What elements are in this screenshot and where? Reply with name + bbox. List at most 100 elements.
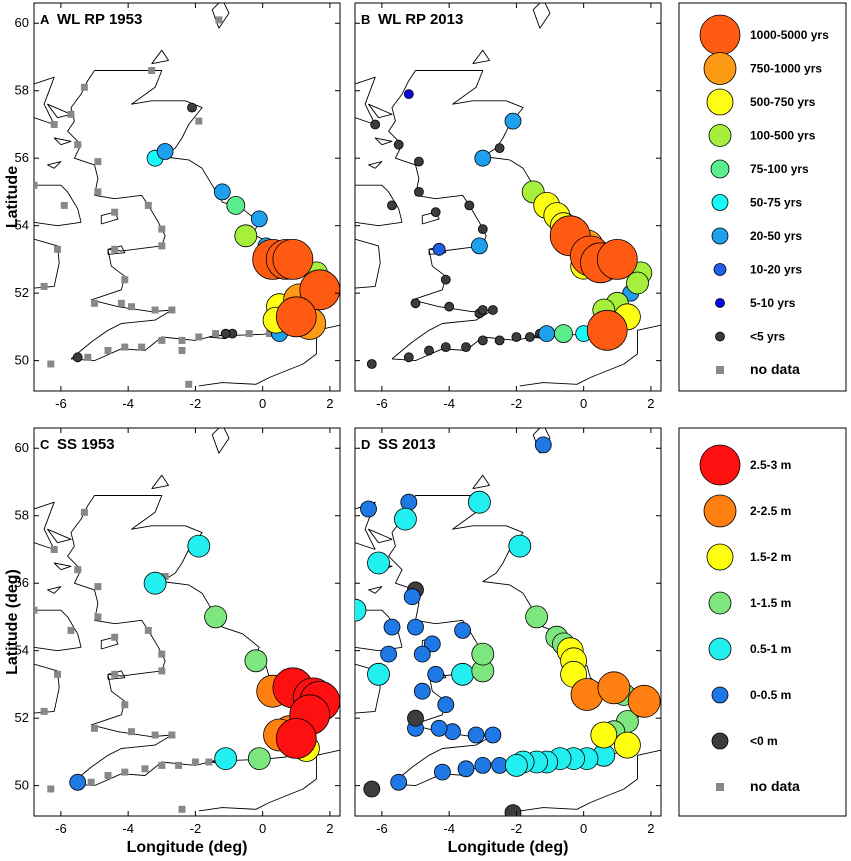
panel-d: D SS 2013 -6 -4 -2 0 2 — [354, 427, 662, 836]
panel-c-coastline-path — [211, 428, 230, 454]
panel-c-point — [204, 605, 228, 629]
panel-d-point — [363, 780, 381, 798]
panel-d-xtick-label: 2 — [647, 821, 654, 836]
panel-a-point — [215, 16, 223, 24]
panel-a-point — [195, 117, 203, 125]
legend-water-level-item-label: 1000-5000 yrs — [750, 28, 829, 42]
panel-c-ylabel: Latitude (deg) — [4, 569, 21, 675]
panel-d-point — [355, 598, 367, 622]
panel-d-point — [433, 763, 451, 781]
legend-water-level-item-swatch — [713, 263, 727, 276]
panel-a-coastline-path — [211, 3, 230, 29]
panel-a: A WL RP 1953 -6 -4 -2 0 2 50 52 54 56 58 60 — [15, 2, 341, 411]
panel-a-point — [111, 208, 119, 216]
panel-b-point — [494, 335, 505, 346]
legend-water-level-item-swatch — [715, 298, 725, 308]
panel-a-ytick-label: 60 — [15, 15, 29, 30]
panel-b-point — [461, 342, 471, 353]
panel-d-point — [597, 671, 631, 705]
panel-a-point — [265, 330, 273, 338]
panel-a-ytick-label: 54 — [15, 218, 29, 233]
legend-surge-item-swatch — [711, 686, 729, 704]
panel-a-point — [151, 306, 159, 314]
panel-b-point — [403, 89, 414, 99]
panel-c-point — [175, 761, 183, 769]
panel-d-point — [471, 642, 495, 666]
legend-surge-item-label: no data — [750, 778, 800, 794]
panel-c-ytick-label: 50 — [15, 778, 29, 793]
panel-a-point — [299, 269, 340, 311]
panel-d-point — [467, 726, 485, 744]
panel-c-ytick-label: 56 — [15, 575, 29, 590]
panel-d-point — [403, 588, 421, 606]
panel-c-coastline-path — [34, 501, 55, 550]
panel-c-point — [214, 747, 238, 770]
panel-a-ytick-label: 52 — [15, 285, 29, 300]
panel-d-point — [383, 618, 401, 636]
panel-b-point — [504, 112, 522, 130]
panel-c-coastline-path — [53, 562, 72, 571]
panel-d-point — [467, 490, 491, 514]
panel-d-point — [367, 662, 390, 686]
panel-a-xtick-label: -6 — [55, 396, 67, 411]
panel-a-ytick-label: 56 — [15, 150, 29, 165]
panel-c-point — [187, 534, 211, 558]
panel-d-point — [484, 726, 502, 744]
panel-a-point — [138, 343, 146, 351]
panel-d-xtick-label: 0 — [580, 821, 587, 836]
panel-d-point — [413, 682, 431, 700]
panel-c-title: SS 1953 — [57, 436, 115, 453]
panel-a-point — [104, 347, 112, 354]
panel-a-point — [91, 299, 98, 307]
panel-d-point — [525, 605, 548, 629]
panel-d-point — [380, 645, 398, 663]
panel-c-point — [161, 573, 169, 580]
panel-b-point — [393, 139, 404, 150]
panel-c-point — [74, 566, 82, 574]
legend-water-level-item-label: 100-500 yrs — [750, 129, 816, 143]
panel-a-point — [60, 201, 68, 209]
panel-b-point — [477, 224, 488, 235]
panel-a-point — [250, 210, 268, 228]
panel-a-xtick-label: -4 — [122, 396, 134, 411]
panel-a-points — [34, 16, 340, 388]
panel-c-point — [143, 571, 167, 595]
panel-d-point — [457, 760, 475, 778]
panel-d-point — [627, 684, 661, 718]
panel-c-coastline-path — [47, 528, 72, 544]
panel-a-point — [121, 343, 129, 351]
panel-a-ylabel: Latitude — [4, 166, 21, 228]
panel-b-point — [477, 305, 488, 315]
panel-c-xlabel: Longitude (deg) — [127, 839, 248, 856]
panel-a-coastline-path — [47, 103, 72, 119]
panel-b-point — [626, 271, 649, 295]
legend-water-level-item-swatch — [711, 227, 729, 245]
panel-c-point — [54, 670, 61, 678]
panel-d-coastline-path — [368, 586, 383, 594]
panel-b-point — [474, 149, 492, 167]
panel-d-point — [614, 731, 641, 759]
panel-c-point — [158, 650, 166, 658]
panel-b-point — [430, 207, 441, 218]
panel-c-point — [111, 670, 119, 678]
legend-surge-frame — [678, 427, 847, 817]
panel-c-ytick-label: 54 — [15, 643, 29, 658]
panel-a-point — [245, 330, 253, 338]
legend-surge-item-swatch — [716, 783, 724, 791]
panel-d-point — [451, 662, 475, 686]
legend-surge-item-swatch — [708, 591, 732, 615]
panel-c-ytick-label: 52 — [15, 710, 29, 725]
legend-surge: 2.5-3 m 2-2.5 m 1.5-2 m 1-1.5 m 0.5-1 m 0-0.5… — [678, 427, 847, 817]
panel-b-coastline-path — [519, 324, 661, 387]
panel-b-xtick-label: -2 — [511, 396, 523, 411]
panel-b-xtick-label: -4 — [443, 396, 455, 411]
panel-d-coastline-path — [472, 474, 490, 490]
legend-water-level-item-swatch — [710, 159, 730, 179]
panel-c-point — [111, 633, 119, 641]
panel-d-point — [407, 618, 424, 636]
panel-a-point — [117, 299, 125, 307]
legend-surge-item-label: 0-0.5 m — [750, 688, 791, 702]
panel-a-point — [185, 380, 193, 388]
panel-d-point — [454, 622, 472, 639]
